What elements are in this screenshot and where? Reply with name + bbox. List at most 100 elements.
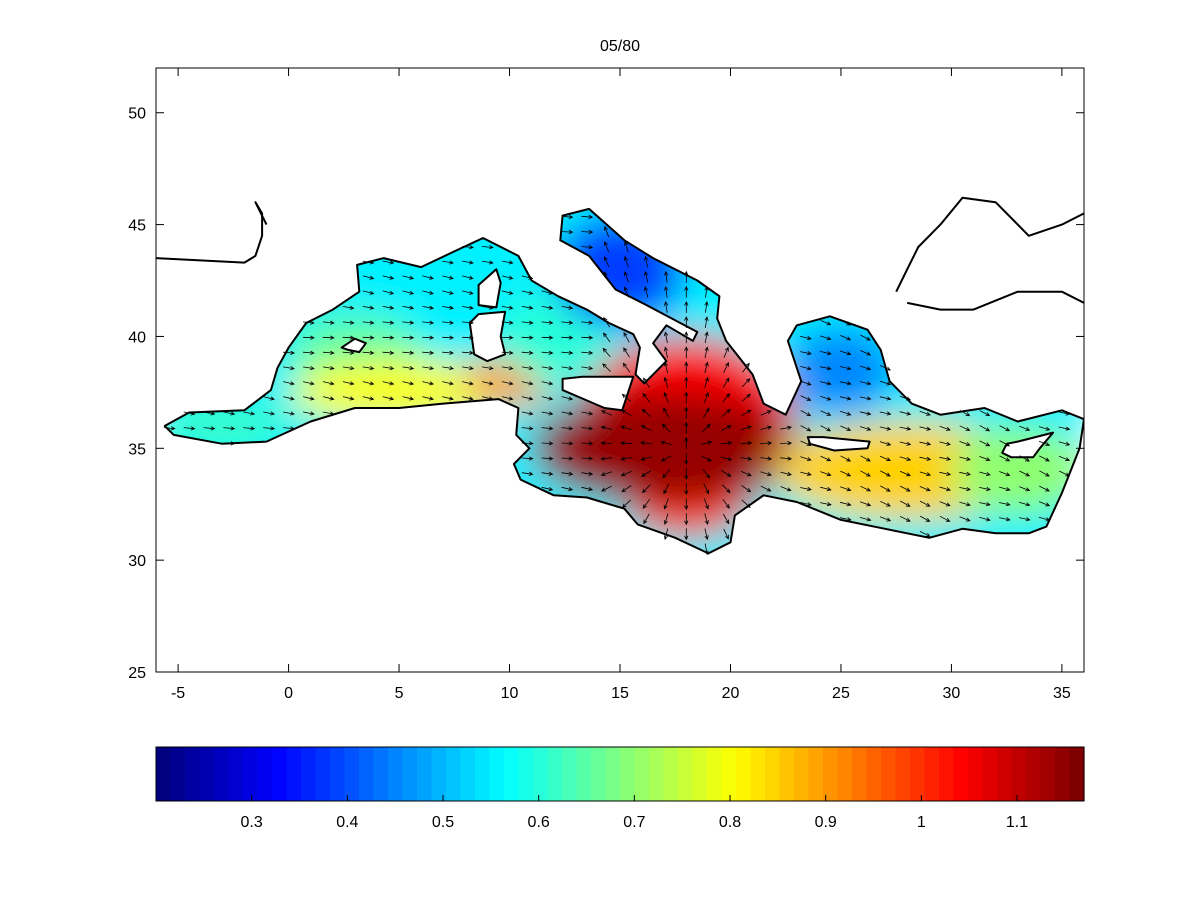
colorbar-cell <box>518 747 534 801</box>
vector-arrow <box>723 361 729 373</box>
vector-arrow <box>581 245 594 250</box>
vector-arrow <box>723 528 729 540</box>
vector-arrow <box>820 471 832 477</box>
vector-arrow <box>663 331 669 344</box>
sea-field <box>156 68 1084 672</box>
vector-arrow <box>604 241 610 253</box>
vector-arrow <box>561 456 574 461</box>
vector-arrow <box>720 456 733 461</box>
vector-arrow <box>541 411 554 416</box>
vector-arrow <box>342 396 355 401</box>
vector-arrow <box>780 471 792 476</box>
x-tick-label: 30 <box>943 685 961 702</box>
colorbar-frame <box>155 746 1085 802</box>
vector-arrow <box>442 305 455 310</box>
vector-arrow <box>820 395 832 401</box>
vector-arrow <box>501 305 514 310</box>
vector-arrow <box>382 290 395 295</box>
vector-arrow <box>684 468 689 480</box>
vector-arrow <box>462 396 474 401</box>
vector-arrow <box>243 411 256 416</box>
vector-arrow <box>342 335 355 340</box>
vector-arrow <box>899 485 911 492</box>
vector-arrow <box>581 214 594 220</box>
vector-arrow <box>541 365 554 371</box>
colorbar-ticks: 0.3 0.4 0.5 0.6 0.7 0.8 0.9 1 1.1 <box>241 795 1028 831</box>
vector-arrow <box>999 517 1011 522</box>
vector-arrow <box>839 366 852 371</box>
vector-arrow <box>900 500 911 507</box>
colorbar-cell <box>910 747 926 801</box>
vector-arrow <box>800 366 812 371</box>
vector-arrow <box>283 381 295 386</box>
vector-arrow <box>722 513 730 525</box>
vector-arrow <box>999 471 1011 477</box>
vector-arrow <box>880 500 891 507</box>
vector-arrow <box>442 335 455 340</box>
island-coastline <box>468 310 507 363</box>
vector-arrow <box>660 440 672 445</box>
y-axis: 25 30 35 40 45 50 <box>128 106 1084 682</box>
vector-arrow <box>880 470 891 477</box>
vector-arrow <box>1058 426 1071 431</box>
vector-arrow <box>919 531 931 537</box>
colorbar-cell <box>924 747 940 801</box>
vector-arrow <box>362 335 375 340</box>
vector-arrow <box>501 396 514 401</box>
vector-arrow <box>800 395 812 401</box>
vector-arrow <box>859 517 872 522</box>
vector-arrow <box>979 425 991 432</box>
vector-arrow <box>322 381 335 386</box>
vector-arrow <box>382 260 395 265</box>
vector-arrow <box>263 426 276 431</box>
x-tick-label: 25 <box>832 685 850 702</box>
vector-arrow <box>880 485 891 492</box>
vector-arrow <box>664 270 669 283</box>
vector-arrow <box>561 335 574 340</box>
colorbar-cell <box>837 747 853 801</box>
vector-arrow <box>600 441 613 446</box>
vector-arrow <box>662 468 671 479</box>
vector-arrow <box>602 363 611 372</box>
vector-arrow <box>1038 426 1051 431</box>
vector-arrow <box>362 365 375 371</box>
vector-arrow <box>820 381 832 386</box>
map-axes: -5 0 5 10 15 20 25 30 35 25 30 35 40 45 50 <box>128 67 1085 702</box>
vector-arrow <box>760 410 772 416</box>
vector-arrow <box>740 409 752 417</box>
vector-arrow <box>561 229 574 235</box>
mediterranean-coastline <box>163 207 1084 555</box>
vector-arrow <box>462 365 474 371</box>
colorbar-cell <box>185 747 201 801</box>
vector-arrow <box>521 350 534 355</box>
colorbar-cell <box>1055 747 1071 801</box>
vector-arrow <box>684 406 689 419</box>
vector-arrow <box>422 275 434 280</box>
vector-arrow <box>919 441 932 446</box>
vector-arrow <box>302 365 315 371</box>
vector-arrow <box>501 381 514 386</box>
vector-arrow <box>521 411 534 416</box>
vector-arrow <box>442 365 454 371</box>
vector-arrow <box>620 470 632 477</box>
colorbar-cell <box>228 747 244 801</box>
vector-arrow <box>780 425 793 430</box>
vector-arrow <box>899 426 912 431</box>
outer-coastline <box>895 196 1084 293</box>
colorbar-cell <box>736 747 752 801</box>
vector-arrow <box>342 350 355 355</box>
vector-arrow <box>422 335 435 340</box>
vector-arrow <box>541 426 554 431</box>
vector-arrow <box>939 425 951 431</box>
vector-arrow <box>820 335 832 341</box>
vector-arrow <box>1018 517 1031 522</box>
vector-arrow <box>263 396 275 401</box>
vector-arrow <box>859 501 872 507</box>
vector-arrow <box>740 456 753 461</box>
vector-arrow <box>283 411 295 416</box>
vector-arrow <box>721 408 731 418</box>
colorbar-cell <box>402 747 418 801</box>
vector-arrow <box>939 471 952 476</box>
vector-arrow <box>402 290 415 295</box>
vector-arrow <box>879 426 892 431</box>
